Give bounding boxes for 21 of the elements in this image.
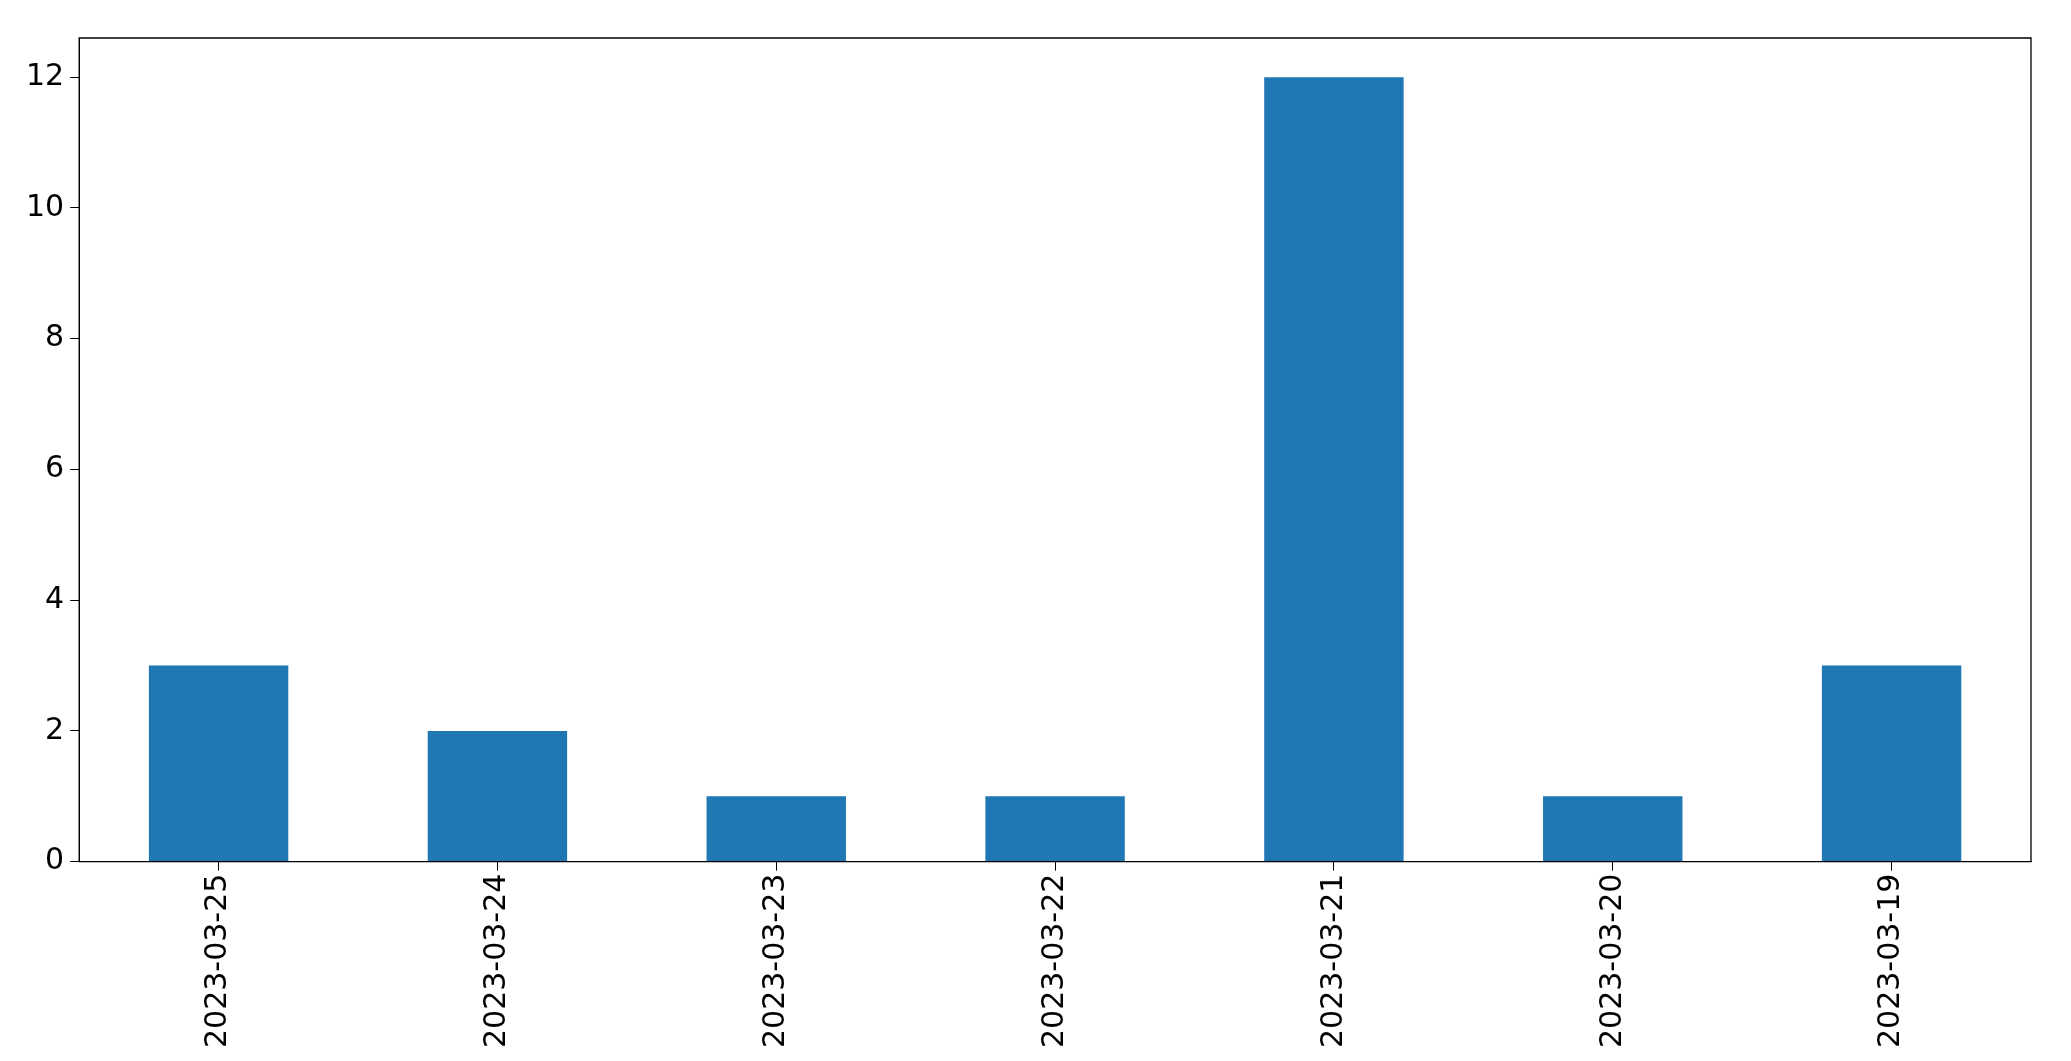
bar (1821, 665, 1962, 862)
y-tick-label: 12 (25, 57, 65, 93)
x-tick-label: 2023-03-21 (1313, 873, 1349, 1049)
x-tick-label: 2023-03-25 (198, 873, 234, 1049)
bar (985, 796, 1125, 862)
bar (1543, 796, 1683, 862)
x-tick-label: 2023-03-19 (1871, 873, 1907, 1049)
bar (427, 730, 568, 862)
y-tick-label: 2 (45, 710, 65, 746)
bar (1264, 77, 1404, 862)
y-tick-label: 4 (45, 579, 65, 615)
x-tick-label: 2023-03-22 (1034, 873, 1070, 1049)
bar (148, 665, 289, 862)
x-tick-label: 2023-03-23 (756, 873, 792, 1049)
y-tick-label: 10 (25, 187, 65, 223)
y-tick-label: 8 (45, 318, 65, 354)
y-tick-label: 0 (45, 841, 65, 877)
x-tick-label: 2023-03-24 (477, 873, 513, 1049)
x-tick-label: 2023-03-20 (1592, 873, 1628, 1049)
bar (706, 796, 846, 862)
y-tick-label: 6 (45, 449, 65, 485)
